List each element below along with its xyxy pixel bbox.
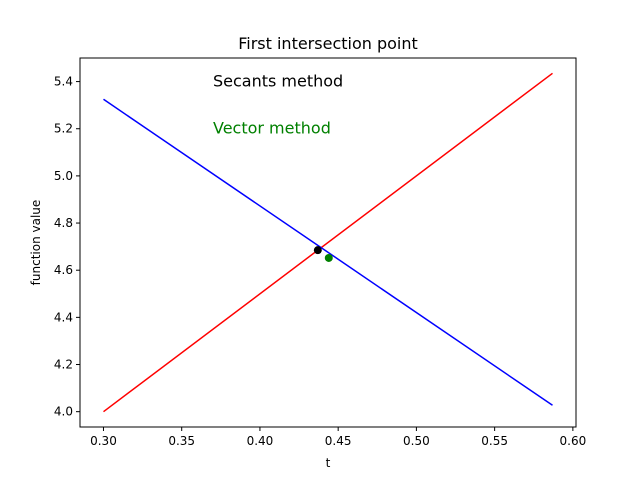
y-tick-label: 4.8 [54, 216, 73, 230]
x-axis: 0.30 0.35 0.40 0.45 0.50 0.55 0.60 [90, 427, 586, 448]
x-tick-label: 0.30 [90, 434, 117, 448]
annotation-2: Vector method [213, 119, 331, 138]
plot-marks [103, 72, 553, 413]
x-tick-label: 0.60 [560, 434, 587, 448]
x-tick-label: 0.40 [247, 434, 274, 448]
x-tick-label: 0.55 [481, 434, 508, 448]
intersection-point-2 [324, 253, 333, 262]
y-tick-label: 5.2 [54, 122, 73, 136]
y-tick-label: 5.0 [54, 169, 73, 183]
y-axis: 4.0 4.2 4.4 4.6 4.8 5.0 5.2 5.4 [54, 75, 80, 419]
x-tick-label: 0.50 [403, 434, 430, 448]
y-tick-label: 4.4 [54, 310, 73, 324]
series-line-1 [103, 72, 553, 413]
y-tick-label: 4.2 [54, 358, 73, 372]
y-tick-label: 4.6 [54, 263, 73, 277]
annotation-1: Secants method [213, 72, 343, 91]
x-tick-label: 0.35 [168, 434, 195, 448]
y-tick-label: 5.4 [54, 75, 73, 89]
intersection-point-1 [313, 246, 322, 255]
plot-frame [79, 57, 577, 428]
y-axis-label: function value [29, 200, 43, 286]
x-tick-label: 0.45 [325, 434, 352, 448]
x-axis-label: t [326, 456, 331, 470]
y-tick-label: 4.0 [54, 405, 73, 419]
annotations: Secants method Vector method [213, 72, 343, 138]
series-line-2 [103, 98, 553, 406]
chart-title: First intersection point [238, 34, 418, 53]
